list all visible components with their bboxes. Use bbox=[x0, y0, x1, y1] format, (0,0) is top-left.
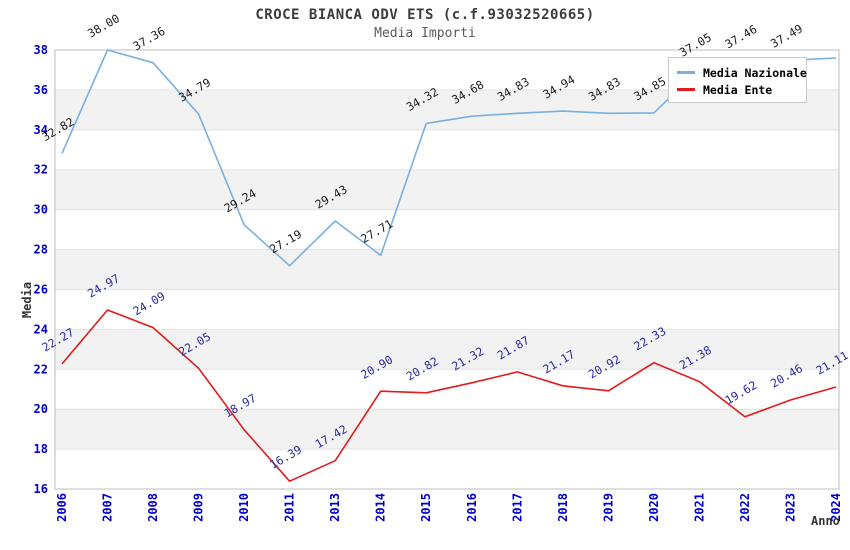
x-tick-label: 2010 bbox=[237, 493, 251, 522]
data-label: 27.71 bbox=[358, 216, 395, 245]
x-tick-label: 2022 bbox=[738, 493, 752, 522]
y-tick-label: 28 bbox=[34, 243, 48, 257]
legend-swatch-media-nazionale-icon bbox=[677, 71, 695, 74]
y-tick-label: 36 bbox=[34, 83, 48, 97]
plot-band bbox=[55, 249, 839, 290]
legend-item-media-ente: Media Ente bbox=[669, 81, 806, 98]
x-tick-label: 2018 bbox=[556, 493, 570, 522]
y-tick-label: 38 bbox=[34, 43, 48, 57]
chart-subtitle: Media Importi bbox=[374, 26, 476, 41]
plot-border bbox=[54, 49, 840, 490]
data-label: 24.09 bbox=[131, 289, 168, 318]
x-tick-label: 2013 bbox=[328, 493, 342, 522]
y-axis-title: Media bbox=[20, 281, 34, 319]
x-tick-label: 2007 bbox=[101, 493, 115, 522]
x-tick-label: 2017 bbox=[510, 493, 524, 522]
y-tick-label: 30 bbox=[34, 203, 48, 217]
x-tick-label: 2016 bbox=[465, 493, 479, 522]
plot-band bbox=[55, 169, 839, 210]
x-tick-label: 2019 bbox=[601, 493, 615, 522]
chart-title: CROCE BIANCA ODV ETS (c.f.93032520665) bbox=[255, 7, 595, 23]
y-tick-label: 24 bbox=[34, 322, 48, 336]
y-tick-label: 20 bbox=[34, 402, 48, 416]
y-tick-label: 16 bbox=[34, 482, 48, 496]
x-tick-label: 2009 bbox=[192, 493, 206, 522]
x-tick-label: 2011 bbox=[283, 493, 297, 522]
legend-item-media-nazionale: Media Nazionale bbox=[669, 64, 807, 81]
plot-band bbox=[55, 329, 839, 370]
y-tick-label: 22 bbox=[34, 362, 48, 376]
x-axis-title: Anno bbox=[811, 514, 840, 528]
plot-band bbox=[55, 409, 839, 450]
x-tick-label: 2008 bbox=[146, 493, 160, 522]
data-label: 19.62 bbox=[722, 378, 759, 407]
y-tick-label: 18 bbox=[34, 442, 48, 456]
y-tick-label: 26 bbox=[34, 282, 48, 296]
x-tick-label: 2014 bbox=[374, 493, 388, 522]
x-tick-label: 2020 bbox=[647, 493, 661, 522]
legend-label-media-ente: Media Ente bbox=[703, 82, 773, 97]
series-line-media-ente bbox=[61, 309, 837, 483]
legend-label-media-nazionale: Media Nazionale bbox=[703, 65, 807, 80]
legend: Media Nazionale Media Ente bbox=[668, 57, 807, 103]
x-tick-label: 2024 bbox=[829, 493, 843, 522]
y-tick-label: 34 bbox=[34, 123, 48, 137]
x-tick-label: 2021 bbox=[692, 493, 706, 522]
x-tick-label: 2006 bbox=[55, 493, 69, 522]
legend-swatch-media-ente-icon bbox=[677, 88, 695, 91]
x-tick-label: 2015 bbox=[419, 493, 433, 522]
x-tick-label: 2023 bbox=[783, 493, 797, 522]
y-tick-label: 32 bbox=[34, 163, 48, 177]
